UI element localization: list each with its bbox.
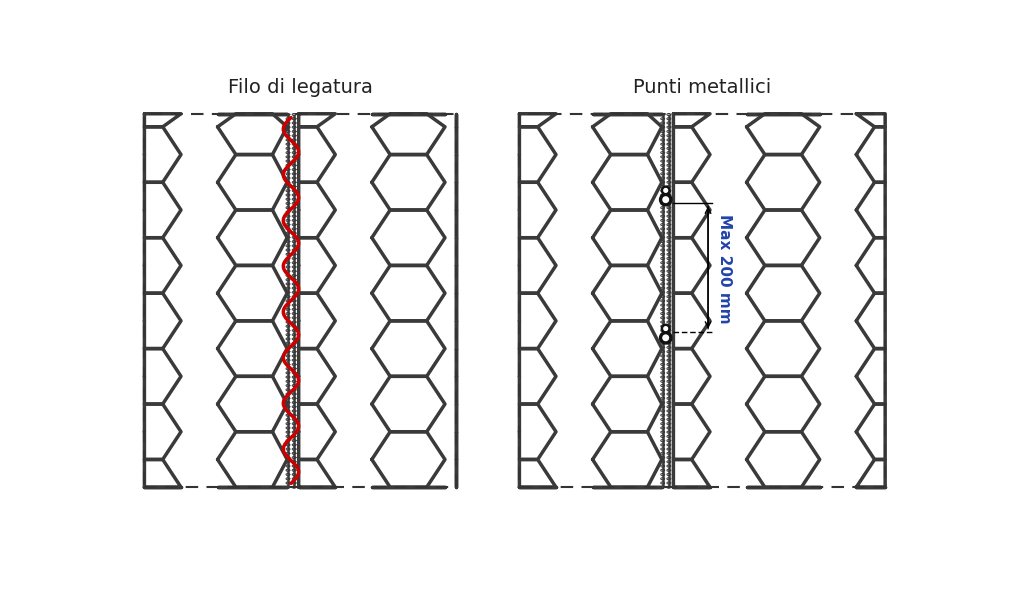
Circle shape: [664, 327, 668, 330]
Text: Filo di legatura: Filo di legatura: [228, 78, 373, 97]
Circle shape: [663, 335, 669, 340]
Text: Punti metallici: Punti metallici: [633, 78, 771, 97]
Circle shape: [662, 324, 670, 333]
Circle shape: [659, 193, 672, 206]
Circle shape: [659, 331, 672, 344]
Circle shape: [664, 189, 668, 192]
Circle shape: [663, 197, 669, 202]
Text: Max 200 mm: Max 200 mm: [718, 214, 732, 324]
Circle shape: [662, 186, 670, 195]
